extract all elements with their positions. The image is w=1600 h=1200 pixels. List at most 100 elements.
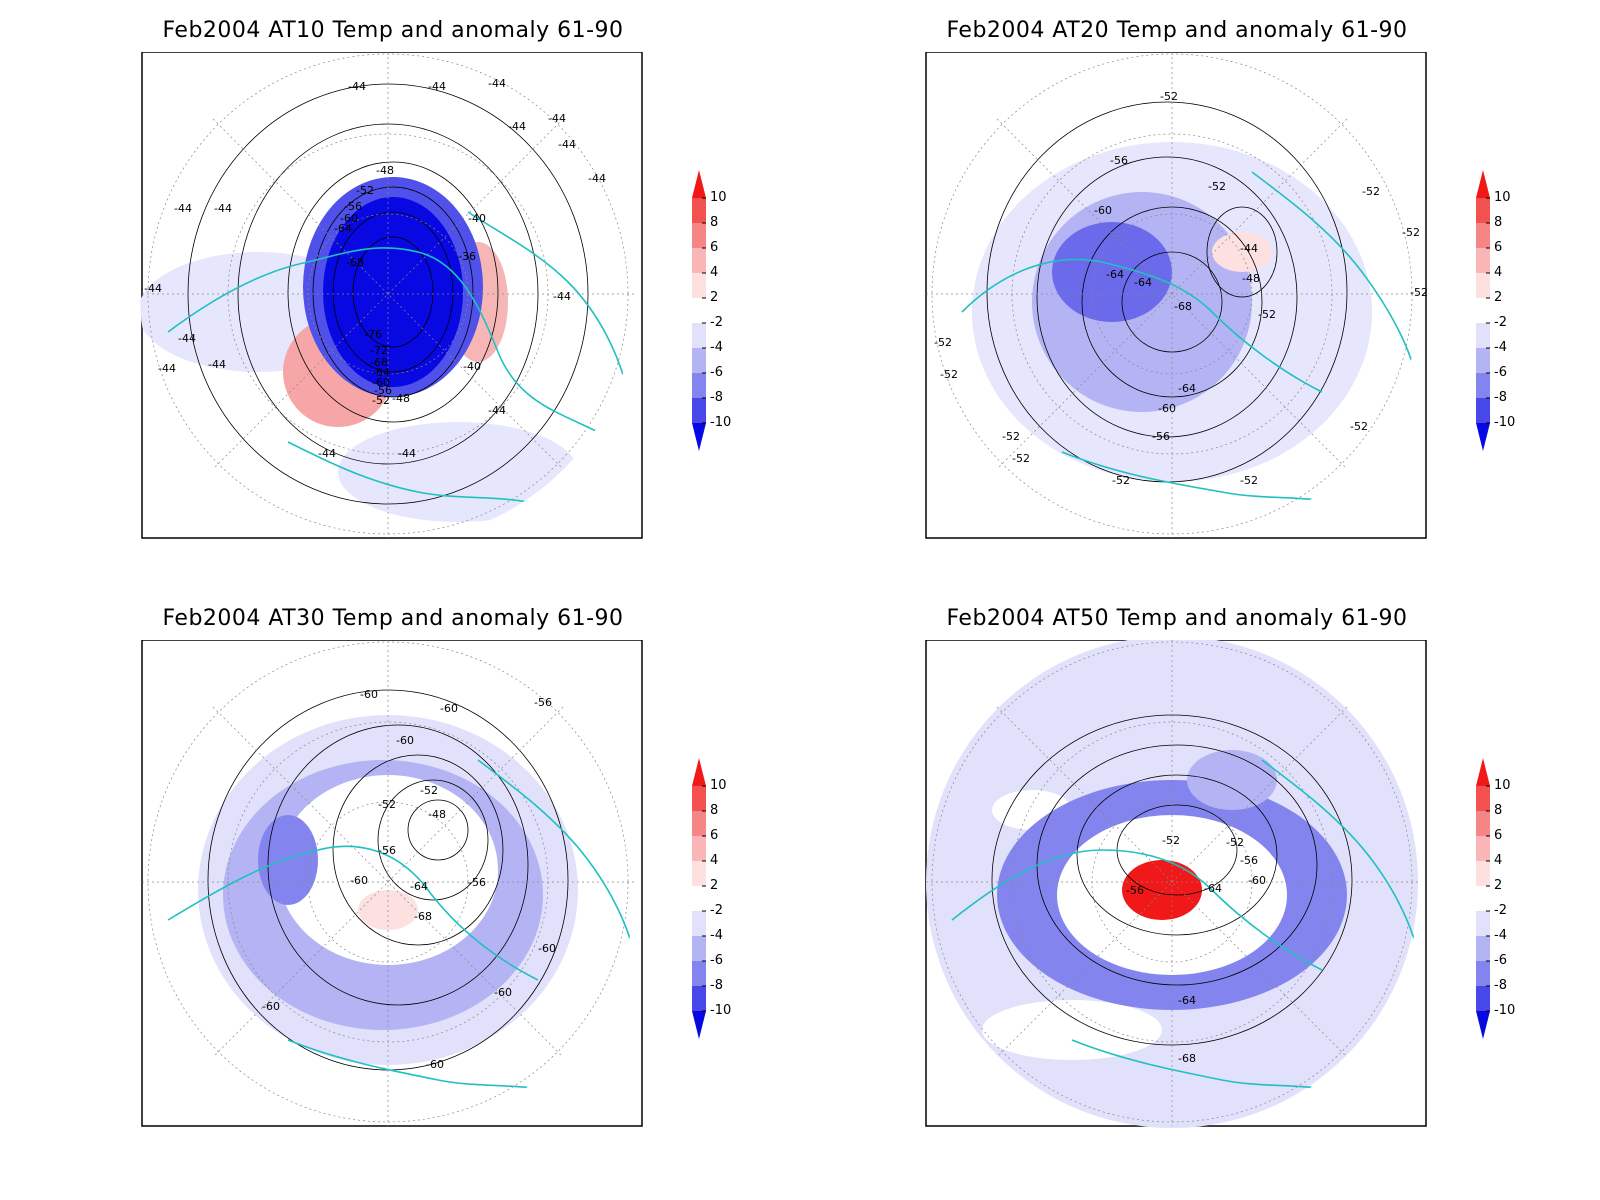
colorbar-swatch [692, 398, 706, 423]
colorbar-swatches [692, 758, 706, 1039]
anomaly-warm-region [1122, 860, 1202, 920]
contour-label: -68 [1178, 1052, 1196, 1065]
colorbar-swatch [692, 836, 706, 861]
contour-label: -44 [208, 358, 226, 371]
contour-label: -52 [1002, 430, 1020, 443]
colorbar-arrow-max [692, 170, 706, 198]
contour-label: -64 [1178, 382, 1196, 395]
colorbar-swatch [1476, 911, 1490, 936]
contour-label: -56 [468, 876, 486, 889]
colorbar-tick-label: -4 [1494, 928, 1507, 943]
contour-label: -56 [1152, 430, 1170, 443]
contour-label: -44 [178, 332, 196, 345]
colorbar-tick-label: -2 [710, 903, 723, 918]
colorbar-swatch [692, 298, 706, 323]
colorbar-tick-label: 2 [1494, 878, 1503, 893]
anomaly-warm-region [1212, 232, 1272, 272]
contour-label: -64 [1204, 882, 1222, 895]
colorbar-tick-label: 8 [710, 215, 719, 230]
panel-title: Feb2004 AT20 Temp and anomaly 61-90 [946, 18, 1408, 43]
contour-label: -64 [334, 222, 352, 235]
colorbar-tick-label: -6 [1494, 953, 1507, 968]
contour-label: -56 [1126, 884, 1144, 897]
colorbar-tick-label: 6 [1494, 828, 1503, 843]
contour-label: -40 [468, 212, 486, 225]
contour-label: -44 [508, 120, 526, 133]
colorbar-tick-label: -2 [710, 315, 723, 330]
colorbar-tick-label: -4 [710, 340, 723, 355]
colorbar-tick-label: -2 [1494, 315, 1507, 330]
colorbar-tick-label: -4 [710, 928, 723, 943]
colorbar-tick-label: 10 [1494, 778, 1511, 793]
panel-at30: Feb2004 AT30 Temp and anomaly 61-90 [138, 588, 658, 1127]
contour-label: -44 [553, 290, 571, 303]
colorbar-swatch [1476, 836, 1490, 861]
contour-label: -60 [1158, 402, 1176, 415]
contour-label: -44 [318, 447, 336, 460]
colorbar-arrow-min [1476, 1011, 1490, 1039]
colorbar-tick-label: -8 [710, 978, 723, 993]
colorbar-tick-label: 6 [710, 240, 719, 255]
colorbar-swatch [692, 811, 706, 836]
contour-label: -68 [370, 356, 388, 369]
contour-label: -56 [374, 384, 392, 397]
contour-label: -72 [370, 344, 388, 357]
contour-label: -40 [463, 360, 481, 373]
neutral-region [982, 1000, 1162, 1060]
colorbar-arrow-min [692, 423, 706, 451]
graticule [926, 52, 1420, 538]
colorbar-tick-label: 4 [1494, 265, 1503, 280]
colorbar-swatch [1476, 298, 1490, 323]
anomaly-region [338, 422, 578, 522]
polar-map: -44 -44 -44 -44 -44 -44 -44 -44 -44 -44 … [140, 52, 643, 539]
contour-label: -36 [458, 250, 476, 263]
contour-label: -44 [1240, 242, 1258, 255]
colorbar-arrow-min [1476, 423, 1490, 451]
contour-label: -56 [534, 696, 552, 709]
colorbar-swatch [1476, 986, 1490, 1011]
colorbar-swatch [692, 373, 706, 398]
colorbar-swatch [692, 323, 706, 348]
contour-label-group: -44 -44 -44 -44 -44 -44 -44 -44 -44 -44 … [144, 77, 606, 460]
contour-label: -52 [1226, 836, 1244, 849]
contour-label: -60 [262, 1000, 280, 1013]
colorbar-tick-label: 10 [710, 190, 727, 205]
contour-label: -52 [1240, 474, 1258, 487]
contour-label: -56 [378, 844, 396, 857]
colorbar-tick-label: 10 [710, 778, 727, 793]
contour-label: -60 [372, 376, 390, 389]
panel-at20: Feb2004 AT20 Temp and anomaly 61-90 [922, 0, 1442, 539]
panel-at50: Feb2004 AT50 Temp and anomaly 61-90 [922, 588, 1442, 1128]
colorbar-swatch [1476, 936, 1490, 961]
colorbar-tick-label: -8 [1494, 978, 1507, 993]
colorbar-swatch [1476, 323, 1490, 348]
colorbar-tick-label: 8 [710, 803, 719, 818]
colorbar-swatch [1476, 348, 1490, 373]
anomaly-region [1187, 750, 1277, 810]
contour-label: -68 [346, 256, 364, 269]
contour-label: -64 [410, 880, 428, 893]
panel-title: Feb2004 AT30 Temp and anomaly 61-90 [162, 606, 624, 631]
polar-map: -52 -56 -52 -60 -64 -64 -68 -44 -48 -52 … [925, 52, 1428, 539]
contour-label: -44 [588, 172, 606, 185]
panel-title: Feb2004 AT10 Temp and anomaly 61-90 [162, 18, 624, 43]
colorbar-arrow-max [1476, 758, 1490, 786]
contour-label: -52 [1258, 308, 1276, 321]
contour-label: -44 [488, 404, 506, 417]
colorbar-tick-label: 2 [710, 290, 719, 305]
colorbar-tick-label: 6 [1494, 240, 1503, 255]
contour-label: -60 [494, 986, 512, 999]
colorbar-swatch [1476, 861, 1490, 886]
contour-label: -52 [356, 184, 374, 197]
colorbar-tick-label: -6 [710, 365, 723, 380]
contour-label: -68 [1174, 300, 1192, 313]
colorbar-swatch [1476, 248, 1490, 273]
colorbar: 10 8 6 4 2 -2 -4 -6 -8 -10 [1474, 170, 1544, 460]
colorbar-swatches [692, 170, 706, 451]
colorbar-swatch [1476, 373, 1490, 398]
contour-label: -52 [1160, 90, 1178, 103]
contour-label: -48 [428, 808, 446, 821]
colorbar-swatch [692, 986, 706, 1011]
colorbar-arrow-max [1476, 170, 1490, 198]
colorbar-tick-label: 2 [1494, 290, 1503, 305]
